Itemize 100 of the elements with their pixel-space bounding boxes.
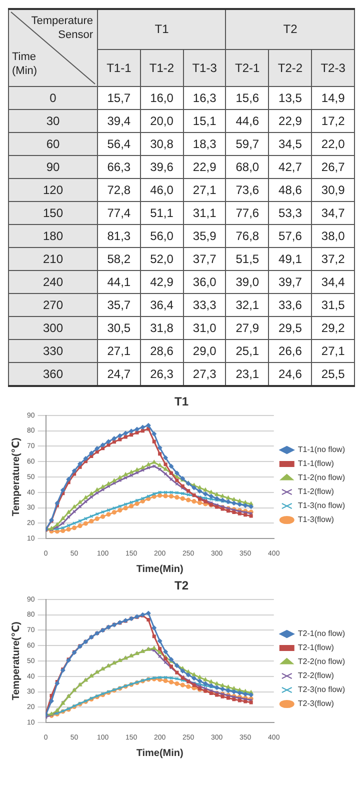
data-label: 23,1: [226, 362, 269, 386]
legend-label: T2-3(no flow): [298, 685, 346, 694]
data-label: 34,4: [312, 270, 354, 294]
x-tick-label: T2-2: [268, 49, 312, 86]
chart-title: T1: [174, 394, 189, 409]
data-label: 22,0: [312, 132, 354, 156]
y-tick-label: 0: [8, 86, 98, 110]
data-label: 56,4: [98, 132, 140, 156]
data-label: 24,7: [98, 362, 140, 386]
data-label: 56,0: [140, 224, 184, 248]
data-label: 52,0: [140, 248, 184, 270]
y-tick-label: 60: [8, 132, 98, 156]
data-label: 22,9: [183, 156, 226, 178]
x-axis-title: Temperature Sensor: [30, 14, 93, 42]
data-label: 37,2: [312, 248, 354, 270]
data-label: 66,3: [98, 156, 140, 178]
data-label: 77,4: [98, 202, 140, 224]
data-label: 51,5: [226, 248, 269, 270]
y-tick-label: 30: [8, 110, 98, 132]
y-tick-label: 180: [8, 224, 98, 248]
data-label: 29,5: [268, 316, 312, 340]
legend-label: T2-1(flow): [298, 643, 334, 652]
data-label: 16,3: [183, 86, 226, 110]
data-label: 53,3: [268, 202, 312, 224]
legend-label: T2-1(no flow): [298, 629, 346, 638]
data-label: 68,0: [226, 156, 269, 178]
y-axis-title: Temperature(℃): [10, 622, 22, 700]
legend-label: T1-2(no flow): [298, 473, 346, 482]
data-label: 59,7: [226, 132, 269, 156]
x-axis-title: Time(Min): [136, 564, 184, 575]
legend-label: T2-3(flow): [298, 699, 334, 708]
data-label: 35,7: [98, 294, 140, 316]
data-label: 27,9: [226, 316, 269, 340]
y-axis-title: Temperature(℃): [10, 438, 22, 516]
legend-label: T1-1(no flow): [298, 445, 346, 454]
x-tick-label: T1-2: [140, 49, 184, 86]
data-label: 25,5: [312, 362, 354, 386]
data-label: 36,0: [183, 270, 226, 294]
y-tick-label: 300: [8, 316, 98, 340]
data-label: 27,3: [183, 362, 226, 386]
data-label: 48,6: [268, 178, 312, 202]
data-label: 31,5: [312, 294, 354, 316]
data-label: 72,8: [98, 178, 140, 202]
y-tick-label: 270: [8, 294, 98, 316]
data-label: 30,5: [98, 316, 140, 340]
data-label: 76,8: [226, 224, 269, 248]
x-tick-label: T1-1: [98, 49, 140, 86]
text: T2: [226, 9, 354, 50]
data-label: 81,3: [98, 224, 140, 248]
data-label: 25,1: [226, 340, 269, 362]
data-label: 44,6: [226, 110, 269, 132]
x-tick-label: T1-3: [183, 49, 226, 86]
legend-label: T1-2(flow): [298, 487, 334, 496]
data-label: 31,1: [183, 202, 226, 224]
data-label: 42,7: [268, 156, 312, 178]
data-label: 37,7: [183, 248, 226, 270]
data-label: 30,8: [140, 132, 184, 156]
data-label: 38,0: [312, 224, 354, 248]
data-label: 15,7: [98, 86, 140, 110]
data-label: 27,1: [98, 340, 140, 362]
data-label: 34,7: [312, 202, 354, 224]
legend-label: T2-2(no flow): [298, 657, 346, 666]
data-label: 28,6: [140, 340, 184, 362]
data-label: 22,9: [268, 110, 312, 132]
data-label: 27,1: [183, 178, 226, 202]
data-label: 39,0: [226, 270, 269, 294]
data-label: 17,2: [312, 110, 354, 132]
text: T1: [98, 9, 226, 50]
chart-title: T2: [174, 578, 189, 593]
y-tick-label: 330: [8, 340, 98, 362]
data-label: 39,6: [140, 156, 184, 178]
legend-label: T1-3(flow): [298, 515, 334, 524]
data-label: 33,3: [183, 294, 226, 316]
data-label: 33,6: [268, 294, 312, 316]
data-label: 32,1: [226, 294, 269, 316]
data-label: 39,4: [98, 110, 140, 132]
data-label: 18,3: [183, 132, 226, 156]
data-label: 31,8: [140, 316, 184, 340]
y-tick-label: 240: [8, 270, 98, 294]
data-label: 44,1: [98, 270, 140, 294]
data-label: 34,5: [268, 132, 312, 156]
data-label: 26,7: [312, 156, 354, 178]
data-label: 26,6: [268, 340, 312, 362]
data-label: 16,0: [140, 86, 184, 110]
data-label: 35,9: [183, 224, 226, 248]
legend-label: T2-2(flow): [298, 671, 334, 680]
data-label: 73,6: [226, 178, 269, 202]
data-label: 58,2: [98, 248, 140, 270]
data-label: 14,9: [312, 86, 354, 110]
data-label: 51,1: [140, 202, 184, 224]
y-tick-label: 360: [8, 362, 98, 386]
y-tick-label: 120: [8, 178, 98, 202]
y-tick-label: 90: [8, 156, 98, 178]
data-label: 15,1: [183, 110, 226, 132]
data-label: 49,1: [268, 248, 312, 270]
data-label: 31,0: [183, 316, 226, 340]
x-tick-label: T2-3: [312, 49, 354, 86]
data-label: 46,0: [140, 178, 184, 202]
data-label: 36,4: [140, 294, 184, 316]
x-axis-title: Time(Min): [136, 748, 184, 759]
